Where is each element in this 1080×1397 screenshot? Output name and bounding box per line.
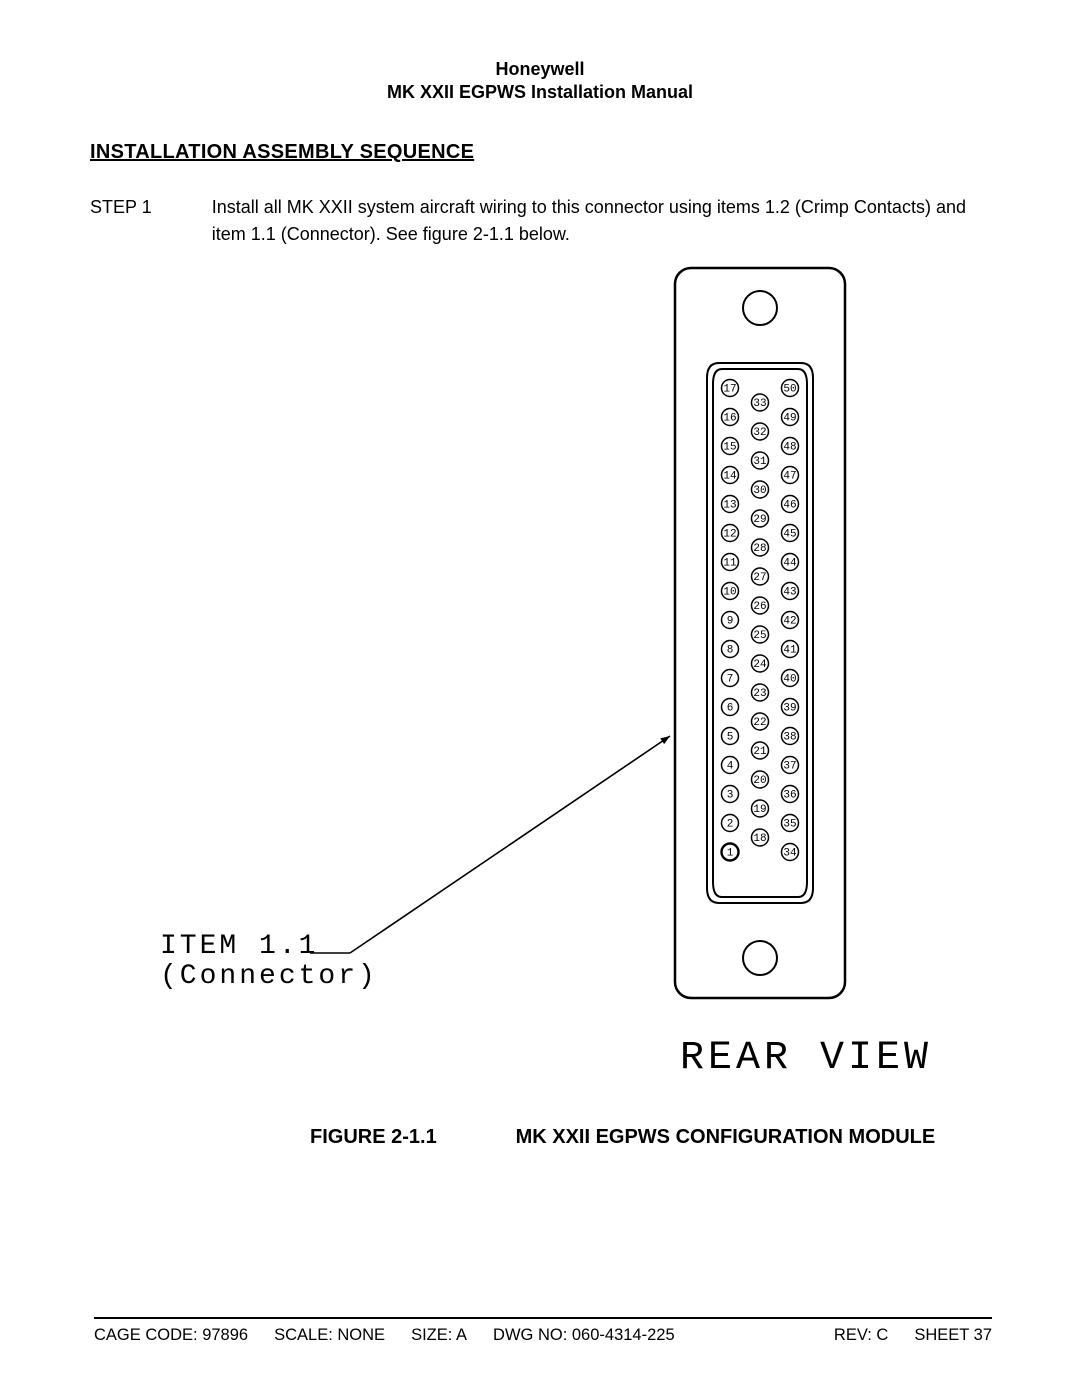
svg-text:3: 3: [727, 790, 734, 802]
svg-text:13: 13: [723, 500, 736, 512]
svg-text:38: 38: [783, 732, 796, 744]
figure-caption-title: MK XXII EGPWS CONFIGURATION MODULE: [516, 1126, 936, 1148]
svg-text:11: 11: [723, 558, 737, 570]
svg-text:10: 10: [723, 587, 736, 599]
svg-text:23: 23: [753, 688, 766, 700]
svg-text:25: 25: [753, 630, 766, 642]
figure-caption-number: FIGURE 2-1.1: [310, 1126, 510, 1149]
svg-text:9: 9: [727, 616, 734, 628]
svg-text:16: 16: [723, 413, 736, 425]
svg-text:33: 33: [753, 398, 766, 410]
svg-text:17: 17: [723, 384, 736, 396]
svg-text:32: 32: [753, 427, 766, 439]
footer: CAGE CODE: 97896 SCALE: NONE SIZE: A DWG…: [94, 1326, 992, 1345]
figure-caption: FIGURE 2-1.1 MK XXII EGPWS CONFIGURATION…: [90, 1126, 990, 1149]
svg-text:29: 29: [753, 514, 766, 526]
svg-text:1: 1: [727, 848, 734, 860]
svg-text:20: 20: [753, 775, 766, 787]
svg-text:39: 39: [783, 703, 796, 715]
step-label: STEP 1: [90, 194, 152, 248]
footer-scale: SCALE: NONE: [274, 1326, 385, 1345]
svg-text:14: 14: [723, 471, 737, 483]
svg-text:18: 18: [753, 833, 766, 845]
svg-text:49: 49: [783, 413, 796, 425]
svg-text:40: 40: [783, 674, 796, 686]
svg-text:42: 42: [783, 616, 796, 628]
footer-cage-code: CAGE CODE: 97896: [94, 1326, 248, 1345]
svg-text:48: 48: [783, 442, 796, 454]
svg-text:2: 2: [727, 819, 734, 831]
footer-rule: [94, 1317, 992, 1319]
svg-text:37: 37: [783, 761, 796, 773]
svg-text:19: 19: [753, 804, 766, 816]
svg-text:26: 26: [753, 601, 766, 613]
page-header: Honeywell MK XXII EGPWS Installation Man…: [90, 58, 990, 103]
svg-text:27: 27: [753, 572, 766, 584]
company-name: Honeywell: [90, 58, 990, 81]
svg-text:15: 15: [723, 442, 736, 454]
svg-text:22: 22: [753, 717, 766, 729]
footer-dwg-no: DWG NO: 060-4314-225: [493, 1326, 675, 1345]
svg-text:43: 43: [783, 587, 796, 599]
svg-text:44: 44: [783, 558, 797, 570]
svg-text:30: 30: [753, 485, 766, 497]
svg-text:5: 5: [727, 732, 734, 744]
footer-size: SIZE: A: [411, 1326, 467, 1345]
svg-text:24: 24: [753, 659, 767, 671]
svg-text:12: 12: [723, 529, 736, 541]
svg-text:4: 4: [727, 761, 734, 773]
svg-text:45: 45: [783, 529, 796, 541]
svg-text:(Connector): (Connector): [160, 961, 378, 992]
svg-text:ITEM 1.1: ITEM 1.1: [160, 931, 318, 962]
svg-text:6: 6: [727, 703, 734, 715]
step-row: STEP 1 Install all MK XXII system aircra…: [90, 194, 990, 248]
footer-sheet: SHEET 37: [914, 1326, 992, 1345]
svg-text:35: 35: [783, 819, 796, 831]
figure: 1750164915481447134612451144104394284174…: [90, 258, 990, 1098]
step-body: Install all MK XXII system aircraft wiri…: [212, 194, 990, 248]
page: Honeywell MK XXII EGPWS Installation Man…: [0, 0, 1080, 1397]
footer-rev: REV: C: [834, 1326, 888, 1345]
connector-diagram: 1750164915481447134612451144104394284174…: [90, 258, 990, 1098]
svg-text:47: 47: [783, 471, 796, 483]
svg-text:REAR VIEW: REAR VIEW: [680, 1036, 932, 1081]
svg-text:21: 21: [753, 746, 767, 758]
svg-text:34: 34: [783, 848, 797, 860]
svg-text:36: 36: [783, 790, 796, 802]
svg-text:50: 50: [783, 384, 796, 396]
svg-text:28: 28: [753, 543, 766, 555]
svg-text:46: 46: [783, 500, 796, 512]
svg-text:8: 8: [727, 645, 734, 657]
svg-text:7: 7: [727, 674, 734, 686]
section-title: INSTALLATION ASSEMBLY SEQUENCE: [90, 141, 990, 164]
svg-text:31: 31: [753, 456, 767, 468]
svg-text:41: 41: [783, 645, 797, 657]
manual-title: MK XXII EGPWS Installation Manual: [90, 81, 990, 104]
